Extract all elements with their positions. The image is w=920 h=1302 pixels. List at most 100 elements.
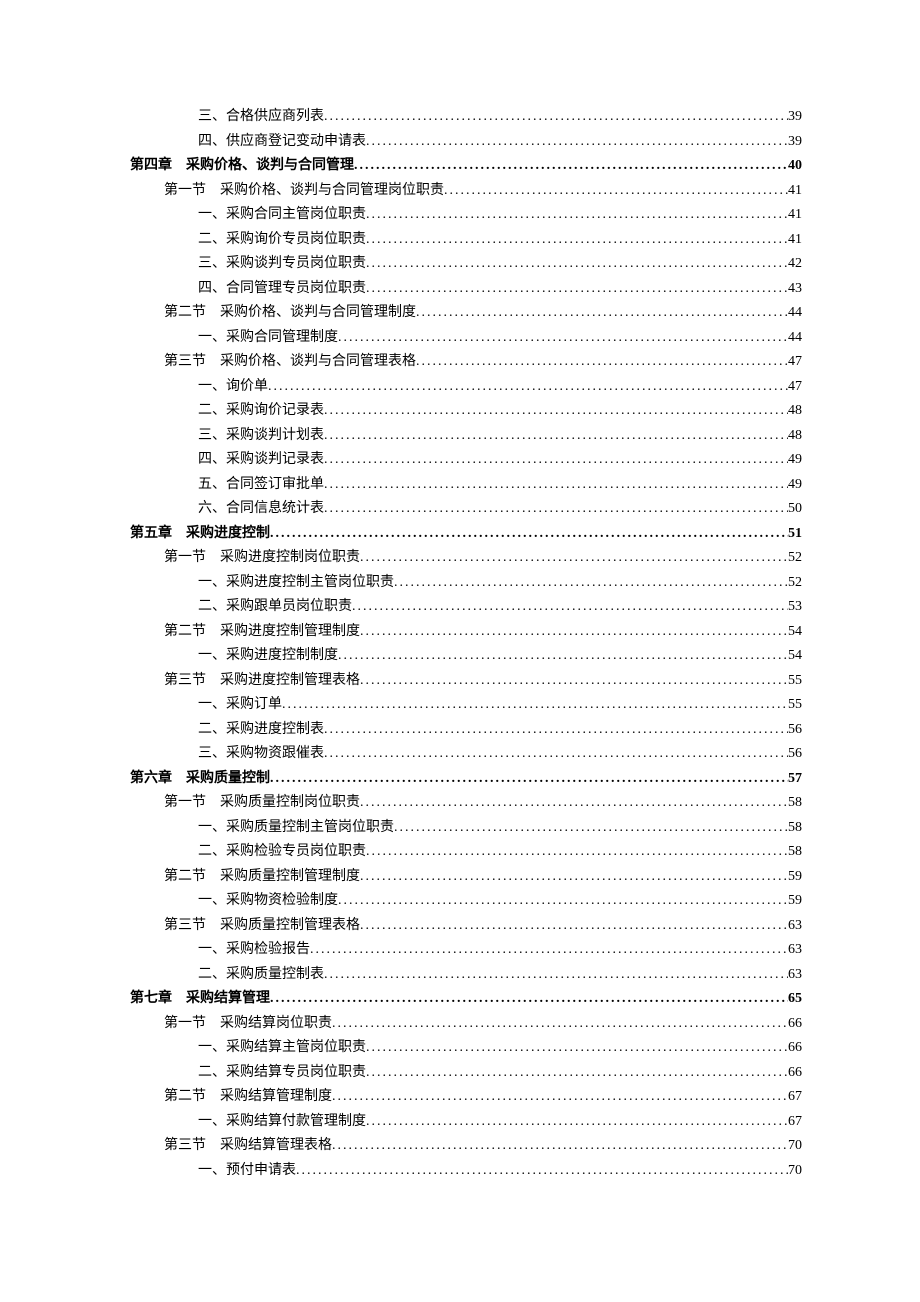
toc-entry[interactable]: 一、采购检验报告63 bbox=[198, 943, 802, 957]
toc-entry[interactable]: 第一节采购进度控制岗位职责52 bbox=[164, 551, 802, 565]
toc-entry-prefix: 第七章 bbox=[130, 991, 172, 1006]
toc-entry-label: 第一节采购质量控制岗位职责 bbox=[164, 796, 360, 810]
toc-entry[interactable]: 一、采购结算付款管理制度67 bbox=[198, 1115, 802, 1129]
toc-entry[interactable]: 一、采购订单55 bbox=[198, 698, 802, 712]
toc-entry[interactable]: 二、采购质量控制表63 bbox=[198, 968, 802, 982]
toc-leader-dots bbox=[352, 600, 788, 614]
toc-entry-title: 采购价格、谈判与合同管理表格 bbox=[220, 354, 416, 369]
toc-entry[interactable]: 一、采购物资检验制度 59 bbox=[198, 894, 802, 908]
toc-entry[interactable]: 二、采购检验专员岗位职责58 bbox=[198, 845, 802, 859]
toc-entry[interactable]: 第三节采购质量控制管理表格63 bbox=[164, 919, 802, 933]
toc-entry-page: 39 bbox=[788, 135, 802, 149]
toc-entry-title: 一、采购订单 bbox=[198, 697, 282, 712]
toc-entry-title: 二、采购跟单员岗位职责 bbox=[198, 599, 352, 614]
toc-entry-page: 39 bbox=[788, 110, 802, 124]
toc-entry[interactable]: 第二节采购价格、谈判与合同管理制度44 bbox=[164, 306, 802, 320]
toc-entry-page: 43 bbox=[788, 282, 802, 296]
toc-entry-page: 66 bbox=[788, 1017, 802, 1031]
toc-entry-page: 63 bbox=[788, 943, 802, 957]
toc-entry[interactable]: 第三节采购进度控制管理表格55 bbox=[164, 674, 802, 688]
toc-leader-dots bbox=[338, 649, 788, 663]
toc-entry[interactable]: 四、供应商登记变动申请表39 bbox=[198, 135, 802, 149]
toc-entry[interactable]: 二、采购进度控制表56 bbox=[198, 723, 802, 737]
toc-entry-page: 52 bbox=[788, 551, 802, 565]
toc-entry[interactable]: 第六章采购质量控制57 bbox=[130, 772, 802, 786]
toc-leader-dots bbox=[310, 943, 788, 957]
toc-entry[interactable]: 第二节采购结算管理制度67 bbox=[164, 1090, 802, 1104]
toc-entry-title: 采购价格、谈判与合同管理 bbox=[186, 158, 354, 173]
toc-entry[interactable]: 第二节采购进度控制管理制度54 bbox=[164, 625, 802, 639]
toc-leader-dots bbox=[366, 1066, 788, 1080]
toc-leader-dots bbox=[324, 429, 788, 443]
toc-entry[interactable]: 三、采购物资跟催表56 bbox=[198, 747, 802, 761]
toc-entry-page: 57 bbox=[788, 772, 802, 786]
toc-entry[interactable]: 一、采购质量控制主管岗位职责58 bbox=[198, 821, 802, 835]
toc-entry[interactable]: 四、采购谈判记录表49 bbox=[198, 453, 802, 467]
toc-leader-dots bbox=[324, 453, 788, 467]
toc-leader-dots bbox=[360, 625, 788, 639]
toc-entry-page: 51 bbox=[788, 527, 802, 541]
toc-entry[interactable]: 第四章采购价格、谈判与合同管理40 bbox=[130, 159, 802, 173]
toc-entry-title: 二、采购检验专员岗位职责 bbox=[198, 844, 366, 859]
toc-entry[interactable]: 第七章采购结算管理65 bbox=[130, 992, 802, 1006]
toc-entry-title: 一、询价单 bbox=[198, 379, 268, 394]
toc-entry-label: 一、采购结算付款管理制度 bbox=[198, 1115, 366, 1129]
toc-entry[interactable]: 一、采购合同主管岗位职责41 bbox=[198, 208, 802, 222]
toc-entry-prefix: 第一节 bbox=[164, 1016, 206, 1031]
toc-entry[interactable]: 一、预付申请表70 bbox=[198, 1164, 802, 1178]
toc-entry[interactable]: 一、询价单 47 bbox=[198, 380, 802, 394]
toc-entry-prefix: 第二节 bbox=[164, 1089, 206, 1104]
toc-leader-dots bbox=[416, 355, 788, 369]
toc-leader-dots bbox=[332, 1017, 788, 1031]
toc-entry-label: 六、合同信息统计表 bbox=[198, 502, 324, 516]
toc-entry-page: 59 bbox=[788, 870, 802, 884]
toc-entry[interactable]: 第三节采购结算管理表格 70 bbox=[164, 1139, 802, 1153]
toc-entry-label: 第一节采购价格、谈判与合同管理岗位职责 bbox=[164, 184, 444, 198]
toc-entry-page: 47 bbox=[788, 380, 802, 394]
toc-entry-label: 一、采购物资检验制度 bbox=[198, 894, 338, 908]
toc-entry[interactable]: 一、采购进度控制主管岗位职责52 bbox=[198, 576, 802, 590]
toc-leader-dots bbox=[354, 159, 788, 173]
toc-entry-prefix: 第三节 bbox=[164, 673, 206, 688]
toc-entry-page: 70 bbox=[788, 1139, 802, 1153]
toc-entry[interactable]: 二、采购询价专员岗位职责41 bbox=[198, 233, 802, 247]
toc-leader-dots bbox=[360, 551, 788, 565]
toc-entry-prefix: 第三节 bbox=[164, 354, 206, 369]
toc-entry[interactable]: 三、合格供应商列表 39 bbox=[198, 110, 802, 124]
toc-entry-title: 五、合同签订审批单 bbox=[198, 477, 324, 492]
toc-entry[interactable]: 一、采购进度控制制度54 bbox=[198, 649, 802, 663]
toc-entry-title: 采购进度控制管理制度 bbox=[220, 624, 360, 639]
toc-entry[interactable]: 第一节采购质量控制岗位职责58 bbox=[164, 796, 802, 810]
toc-entry-page: 49 bbox=[788, 453, 802, 467]
toc-entry-prefix: 第五章 bbox=[130, 526, 172, 541]
toc-entry[interactable]: 六、合同信息统计表50 bbox=[198, 502, 802, 516]
toc-entry[interactable]: 三、采购谈判计划表48 bbox=[198, 429, 802, 443]
toc-entry-page: 59 bbox=[788, 894, 802, 908]
toc-entry-label: 第二节采购结算管理制度 bbox=[164, 1090, 332, 1104]
toc-leader-dots bbox=[360, 919, 788, 933]
toc-entry[interactable]: 二、采购询价记录表48 bbox=[198, 404, 802, 418]
toc-leader-dots bbox=[360, 870, 788, 884]
toc-entry-prefix: 第四章 bbox=[130, 158, 172, 173]
toc-entry-title: 三、采购谈判专员岗位职责 bbox=[198, 256, 366, 271]
toc-entry[interactable]: 三、采购谈判专员岗位职责42 bbox=[198, 257, 802, 271]
toc-leader-dots bbox=[366, 282, 788, 296]
toc-entry-label: 三、合格供应商列表 bbox=[198, 110, 324, 124]
toc-entry[interactable]: 四、合同管理专员岗位职责43 bbox=[198, 282, 802, 296]
toc-entry-prefix: 第二节 bbox=[164, 624, 206, 639]
toc-entry[interactable]: 第五章采购进度控制51 bbox=[130, 527, 802, 541]
toc-leader-dots bbox=[282, 698, 788, 712]
toc-entry-label: 第三节采购结算管理表格 bbox=[164, 1139, 332, 1153]
toc-entry-title: 一、采购合同主管岗位职责 bbox=[198, 207, 366, 222]
toc-entry-label: 第七章采购结算管理 bbox=[130, 992, 270, 1006]
toc-leader-dots bbox=[366, 208, 788, 222]
toc-entry[interactable]: 第一节采购价格、谈判与合同管理岗位职责41 bbox=[164, 184, 802, 198]
toc-entry[interactable]: 第三节采购价格、谈判与合同管理表格47 bbox=[164, 355, 802, 369]
toc-entry[interactable]: 一、采购结算主管岗位职责66 bbox=[198, 1041, 802, 1055]
toc-entry[interactable]: 二、采购跟单员岗位职责53 bbox=[198, 600, 802, 614]
toc-entry[interactable]: 第一节采购结算岗位职责66 bbox=[164, 1017, 802, 1031]
toc-entry[interactable]: 二、采购结算专员岗位职责66 bbox=[198, 1066, 802, 1080]
toc-entry[interactable]: 第二节采购质量控制管理制度59 bbox=[164, 870, 802, 884]
toc-entry[interactable]: 一、采购合同管理制度44 bbox=[198, 331, 802, 345]
toc-entry[interactable]: 五、合同签订审批单49 bbox=[198, 478, 802, 492]
